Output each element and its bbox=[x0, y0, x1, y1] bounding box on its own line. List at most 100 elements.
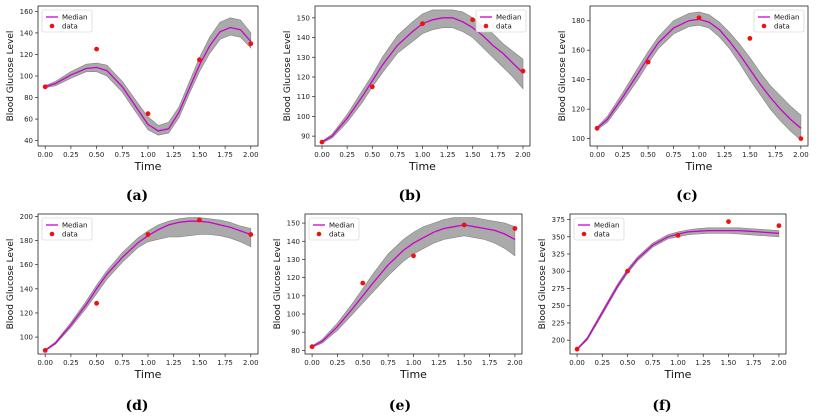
data-point bbox=[319, 139, 325, 145]
y-axis-title: Blood Glucose Level bbox=[538, 239, 548, 330]
data-point bbox=[520, 68, 526, 74]
x-tick-label: 2.00 bbox=[771, 359, 787, 367]
data-point bbox=[94, 46, 99, 52]
data-point bbox=[248, 41, 254, 47]
data-point bbox=[512, 226, 518, 231]
data-point bbox=[470, 17, 476, 23]
data-point bbox=[411, 253, 416, 259]
y-tick-label: 100 bbox=[20, 334, 33, 342]
x-tick-label: 0.00 bbox=[569, 359, 585, 367]
legend-box bbox=[41, 9, 93, 33]
legend-median-label: Median bbox=[774, 14, 799, 22]
median-line bbox=[45, 26, 252, 132]
x-tick-label: 1.25 bbox=[166, 359, 182, 367]
y-tick-label: 130 bbox=[287, 256, 300, 264]
panel-b: 0.00 0.25 0.50 0.75 1.00 1.25 1.50 1.75 2.00 90 10… bbox=[283, 5, 531, 204]
x-tick-label: 1.25 bbox=[431, 359, 447, 367]
legend-median-label: Median bbox=[329, 222, 354, 230]
y-tick-label: 275 bbox=[552, 285, 565, 293]
x-axis-title: Time bbox=[134, 368, 162, 381]
x-tick-label: 1.75 bbox=[746, 359, 762, 367]
x-tick-label: 0.75 bbox=[115, 151, 131, 159]
legend-data-swatch bbox=[49, 23, 55, 29]
x-tick-label: 0.75 bbox=[380, 359, 396, 367]
y-tick-label: 120 bbox=[572, 106, 585, 114]
x-tick-label: 1.75 bbox=[217, 151, 233, 159]
x-tick-label: 0.50 bbox=[89, 151, 105, 159]
y-tick-label: 100 bbox=[287, 311, 300, 319]
y-tick-label: 140 bbox=[297, 34, 310, 42]
x-tick-label: 0.25 bbox=[330, 359, 346, 367]
legend-median-label: Median bbox=[594, 222, 619, 230]
data-point bbox=[574, 346, 580, 352]
panel-caption: (e) bbox=[389, 398, 411, 414]
x-axis-title: Time bbox=[399, 368, 427, 381]
y-tick-label: 110 bbox=[297, 93, 310, 101]
data-point bbox=[696, 15, 702, 21]
y-tick-label: 225 bbox=[552, 319, 565, 327]
y-axis-title: Blood Glucose Level bbox=[6, 239, 16, 330]
x-tick-label: 0.50 bbox=[620, 359, 636, 367]
y-tick-label: 375 bbox=[552, 216, 565, 224]
data-point bbox=[197, 217, 202, 223]
panel-a: 0.00 0.25 0.50 0.75 1.00 1.25 1.50 1.75 2.00 40 60… bbox=[6, 5, 259, 204]
x-tick-label: 1.00 bbox=[691, 151, 707, 159]
x-tick-label: 0.25 bbox=[615, 151, 631, 159]
panel-caption: (d) bbox=[125, 398, 148, 414]
x-tick-label: 1.00 bbox=[140, 359, 156, 367]
x-tick-label: 0.00 bbox=[37, 359, 53, 367]
panel-caption: (f) bbox=[652, 398, 671, 414]
panel-c: 0.00 0.25 0.50 0.75 1.00 1.25 1.50 1.75 2.00 100 1… bbox=[558, 5, 809, 204]
panel-caption: (b) bbox=[398, 188, 421, 204]
panel-caption: (a) bbox=[126, 188, 148, 204]
x-tick-label: 0.75 bbox=[645, 359, 661, 367]
x-tick-label: 0.50 bbox=[640, 151, 656, 159]
x-tick-label: 2.00 bbox=[515, 151, 531, 159]
data-point bbox=[145, 111, 151, 117]
legend-median-label: Median bbox=[496, 14, 521, 22]
panel-caption: (c) bbox=[676, 188, 698, 204]
legend-box bbox=[475, 9, 527, 33]
legend-box bbox=[573, 217, 625, 241]
x-tick-label: 2.00 bbox=[243, 151, 259, 159]
x-axis-title: Time bbox=[685, 160, 713, 173]
x-tick-label: 1.75 bbox=[482, 359, 498, 367]
y-tick-label: 100 bbox=[572, 135, 585, 143]
y-tick-label: 100 bbox=[20, 73, 33, 81]
median-line bbox=[44, 220, 252, 351]
data-point bbox=[42, 84, 48, 90]
x-tick-label: 0.25 bbox=[63, 359, 79, 367]
panel-e: 0.00 0.25 0.50 0.75 1.00 1.25 1.50 1.75 2.00 80 90… bbox=[273, 213, 523, 414]
x-tick-label: 1.00 bbox=[415, 151, 431, 159]
y-tick-label: 90 bbox=[291, 329, 300, 337]
x-tick-label: 0.50 bbox=[355, 359, 371, 367]
data-point bbox=[145, 232, 151, 237]
y-tick-label: 110 bbox=[287, 292, 300, 300]
x-tick-label: 1.75 bbox=[768, 151, 784, 159]
data-point bbox=[94, 300, 99, 306]
y-tick-label: 200 bbox=[552, 337, 565, 345]
y-tick-label: 40 bbox=[24, 137, 33, 145]
median-line bbox=[321, 17, 524, 143]
y-tick-label: 250 bbox=[552, 302, 565, 310]
data-point bbox=[42, 348, 48, 353]
confidence-band bbox=[44, 17, 252, 136]
y-tick-label: 140 bbox=[287, 238, 300, 246]
legend-data-label: data bbox=[774, 23, 790, 31]
y-tick-label: 80 bbox=[24, 94, 33, 102]
x-tick-label: 2.00 bbox=[507, 359, 523, 367]
median-line bbox=[311, 224, 516, 348]
y-axis-title: Blood Glucose Level bbox=[283, 31, 293, 122]
y-tick-label: 120 bbox=[20, 309, 33, 317]
median-line bbox=[596, 18, 802, 129]
x-tick-label: 0.00 bbox=[314, 151, 330, 159]
data-point bbox=[369, 84, 375, 90]
y-axis-title: Blood Glucose Level bbox=[6, 31, 16, 122]
x-tick-label: 1.00 bbox=[670, 359, 686, 367]
x-axis-title: Time bbox=[134, 160, 162, 173]
